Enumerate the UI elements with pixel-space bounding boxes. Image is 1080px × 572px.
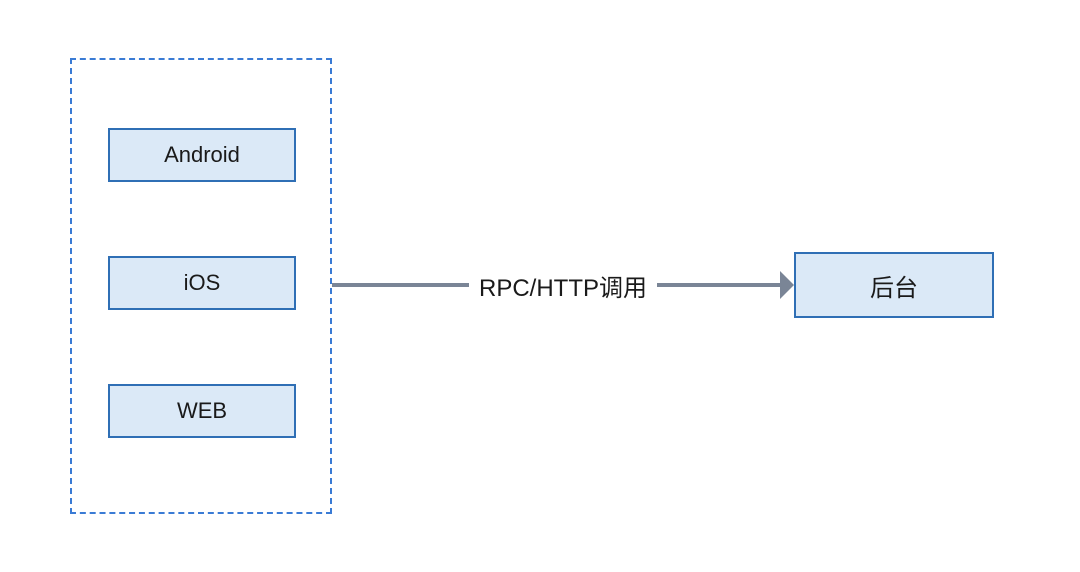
arrow-head-icon	[780, 271, 794, 299]
node-backend: 后台	[794, 252, 994, 318]
node-android-label: Android	[164, 142, 240, 168]
node-ios-label: iOS	[184, 270, 221, 296]
node-web: WEB	[108, 384, 296, 438]
node-backend-label: 后台	[870, 268, 918, 303]
arrow-label-box: RPC/HTTP调用	[469, 268, 657, 303]
node-ios: iOS	[108, 256, 296, 310]
node-android: Android	[108, 128, 296, 182]
arrow-label: RPC/HTTP调用	[479, 268, 647, 303]
node-web-label: WEB	[177, 398, 227, 424]
